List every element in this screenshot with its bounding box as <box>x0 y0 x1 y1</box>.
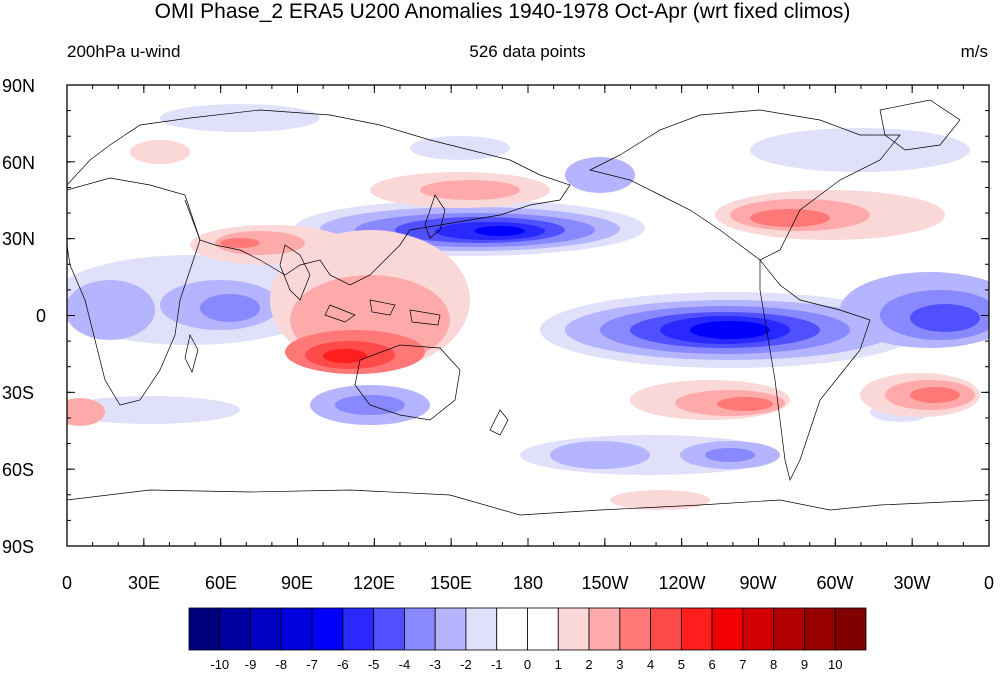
colorbar-swatch <box>311 607 344 651</box>
lon-label: 0 <box>61 573 73 593</box>
colorbar-swatch <box>527 607 559 651</box>
colorbar-label: -9 <box>244 657 257 672</box>
colorbar-label: 9 <box>800 657 809 672</box>
data-points-label: 526 data points <box>469 42 586 61</box>
colorbar-label: -4 <box>398 657 411 672</box>
colorbar <box>188 607 867 651</box>
colorbar-swatch <box>188 607 221 651</box>
colorbar-label: 10 <box>827 657 843 672</box>
colorbar-swatch <box>465 607 498 651</box>
colorbar-label: 6 <box>708 657 716 672</box>
colorbar-swatch <box>711 607 744 651</box>
colorbar-label: 1 <box>554 657 562 672</box>
colorbar-label: 5 <box>677 657 685 672</box>
colorbar-swatch <box>250 607 282 651</box>
map-title: OMI Phase_2 ERA5 U200 Anomalies 1940-197… <box>154 0 851 23</box>
lat-label: 30N <box>2 229 36 249</box>
colorbar-swatch <box>280 607 313 651</box>
colorbar-label: -2 <box>460 657 472 672</box>
lon-label: 90W <box>739 573 777 593</box>
colorbar-swatch <box>680 607 713 651</box>
colorbar-swatch <box>650 607 682 651</box>
colorbar-label: -6 <box>337 657 349 672</box>
colorbar-label: -8 <box>275 657 288 672</box>
lon-label: 150W <box>581 573 629 593</box>
colorbar-swatch <box>342 607 375 651</box>
colorbar-label: 0 <box>523 657 532 672</box>
colorbar-swatch <box>434 607 467 651</box>
lon-label: 30E <box>127 573 161 593</box>
colorbar-swatch <box>619 607 651 651</box>
coastlines <box>67 99 989 516</box>
colorbar-swatch <box>588 607 621 651</box>
colorbar-swatch <box>496 607 528 651</box>
lon-label: 30W <box>893 573 931 593</box>
colorbar-label: -1 <box>490 657 503 672</box>
colorbar-label: -10 <box>210 657 230 672</box>
lon-label: 120W <box>658 573 706 593</box>
lon-label: 150E <box>429 573 473 593</box>
colorbar-label: 8 <box>770 657 778 672</box>
lon-label: 60E <box>204 573 238 593</box>
colorbar-swatch <box>557 607 590 651</box>
lat-label: 60S <box>2 460 35 480</box>
colorbar-label: 2 <box>585 657 593 672</box>
variable-label: 200hPa u-wind <box>67 42 181 61</box>
colorbar-label: 3 <box>616 657 624 672</box>
lat-label: 90N <box>2 76 36 96</box>
colorbar-swatch <box>742 607 775 651</box>
colorbar-label: 4 <box>646 657 655 672</box>
colorbar-swatch <box>404 607 436 651</box>
colorbar-swatch <box>834 607 867 651</box>
lat-label: 0 <box>36 306 47 326</box>
colorbar-swatch <box>373 607 405 651</box>
units-label: m/s <box>960 42 988 61</box>
lon-label: 120E <box>352 573 396 593</box>
lat-label: 60N <box>2 153 36 173</box>
colorbar-swatch <box>773 607 805 651</box>
colorbar-label: -7 <box>306 657 318 672</box>
axis-ticks <box>66 84 990 547</box>
lat-label: 30S <box>2 383 35 403</box>
colorbar-label: -5 <box>367 657 380 672</box>
lat-label: 90S <box>2 537 35 557</box>
lon-label: 60W <box>816 573 854 593</box>
lon-label: 180 <box>512 573 544 593</box>
colorbar-label: 7 <box>739 657 747 672</box>
lon-label: 0 <box>983 573 995 593</box>
anomaly-field <box>67 85 989 546</box>
colorbar-swatch <box>804 607 836 651</box>
colorbar-swatch <box>219 607 251 651</box>
colorbar-label: -3 <box>429 657 441 672</box>
lon-label: 90E <box>280 573 314 593</box>
